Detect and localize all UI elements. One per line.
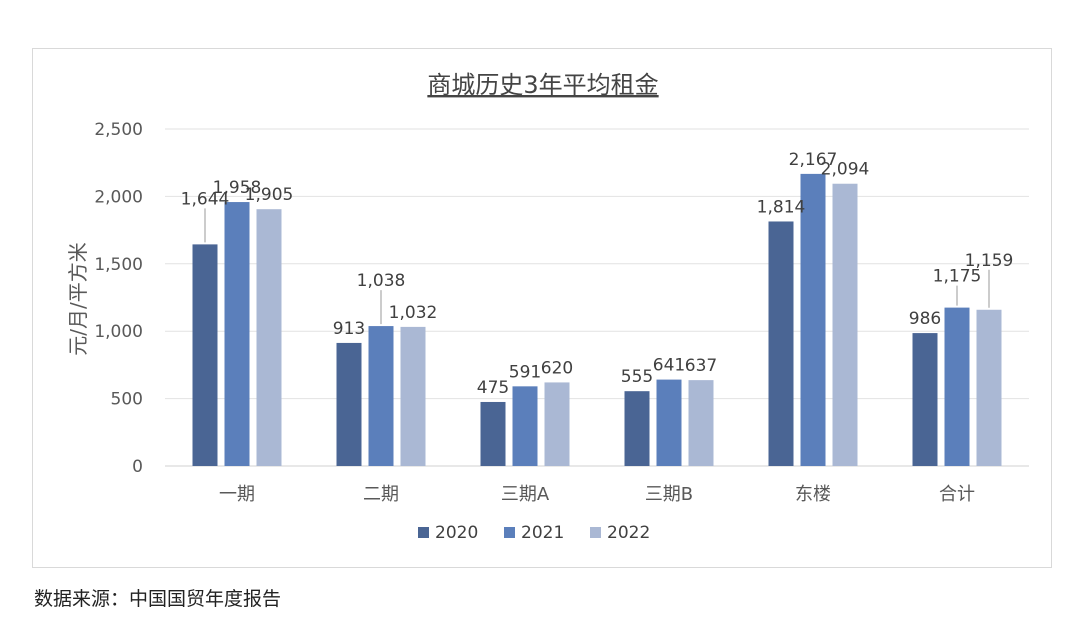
bar-2022 (544, 382, 570, 466)
legend-swatch (504, 527, 515, 538)
bar-2022 (400, 326, 426, 466)
data-label: 475 (477, 378, 509, 398)
data-label: 1,958 (213, 178, 262, 198)
data-label: 1,175 (933, 267, 982, 287)
bar-2020 (912, 333, 938, 466)
data-label: 591 (509, 362, 541, 382)
data-label: 555 (621, 367, 653, 387)
x-tick-labels: 一期 二期 三期A 三期B 东楼 合计 (219, 484, 975, 505)
source-note: 数据来源：中国国贸年度报告 (34, 588, 282, 610)
legend-label: 2021 (521, 523, 564, 543)
legend-item-2022: 2022 (590, 523, 650, 543)
bars (192, 173, 1002, 467)
data-label: 2,167 (789, 150, 838, 170)
y-tick-label: 2,500 (94, 120, 143, 140)
data-label: 913 (333, 319, 365, 339)
x-tick-label: 二期 (363, 484, 399, 505)
bar-2022 (976, 309, 1002, 466)
data-label: 1,644 (181, 189, 230, 209)
x-tick-label: 东楼 (795, 484, 831, 505)
x-tick-label: 三期B (645, 484, 693, 505)
legend-item-2020: 2020 (418, 523, 478, 543)
y-axis-label: 元/月/平方米 (66, 242, 90, 355)
gridlines (165, 128, 1029, 467)
y-tick-label: 0 (132, 457, 143, 477)
x-tick-label: 合计 (939, 484, 975, 505)
chart-title: 商城历史3年平均租金 (427, 71, 658, 99)
data-label: 1,905 (245, 185, 294, 205)
bar-2022 (832, 183, 858, 466)
bar-2020 (768, 221, 794, 466)
data-label: 986 (909, 309, 941, 329)
bar-2022 (256, 209, 282, 466)
chart-frame: 商城历史3年平均租金 元/月/平方米 0 500 1,000 1,500 2,000 2,… (32, 48, 1052, 568)
data-label: 637 (685, 356, 717, 376)
y-tick-label: 500 (111, 390, 143, 410)
data-label: 1,032 (389, 303, 438, 323)
bar-2020 (624, 391, 650, 466)
data-label: 641 (653, 356, 685, 376)
legend-swatch (418, 527, 429, 538)
bar-2020 (336, 342, 362, 466)
bar-2021 (368, 326, 394, 466)
bar-2021 (944, 307, 970, 466)
x-tick-label: 三期A (501, 484, 550, 505)
legend-label: 2022 (607, 523, 650, 543)
bar-2021 (512, 386, 538, 466)
legend: 2020 2021 2022 (418, 523, 650, 543)
bar-2022 (688, 380, 714, 466)
bar-2021 (656, 379, 682, 466)
data-label: 620 (541, 358, 573, 378)
bar-2020 (480, 401, 506, 466)
bar-chart: 商城历史3年平均租金 元/月/平方米 0 500 1,000 1,500 2,000 2,… (66, 71, 1029, 543)
legend-item-2021: 2021 (504, 523, 564, 543)
data-label: 1,038 (357, 271, 406, 291)
bar-2021 (224, 202, 250, 467)
y-tick-label: 1,500 (94, 255, 143, 275)
x-tick-label: 一期 (219, 484, 255, 505)
legend-label: 2020 (435, 523, 478, 543)
y-tick-label: 2,000 (94, 187, 143, 207)
data-label: 2,094 (821, 160, 870, 180)
y-tick-labels: 0 500 1,000 1,500 2,000 2,500 (94, 120, 143, 477)
data-label: 1,814 (757, 197, 806, 217)
bar-2021 (800, 173, 826, 466)
data-label: 1,159 (965, 251, 1014, 271)
legend-swatch (590, 527, 601, 538)
bar-2020 (192, 244, 218, 466)
y-tick-label: 1,000 (94, 322, 143, 342)
